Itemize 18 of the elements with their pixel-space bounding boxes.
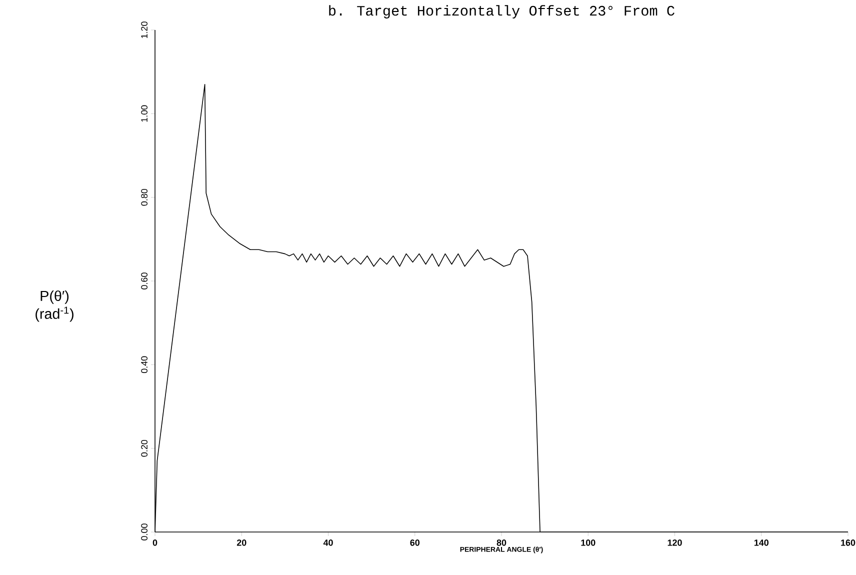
x-tick-label: 120 — [668, 540, 682, 546]
chart-title: b. Target Horizontally Offset 23° From C — [329, 5, 674, 19]
x-tick-label: 20 — [236, 540, 246, 546]
y-axis-title: P(θ′) (rad$^{-1}$) — [36, 290, 74, 322]
y-tick-label: 0.60 — [141, 272, 148, 290]
y-tick-label: 1.00 — [141, 105, 148, 122]
x-tick-label: 160 — [841, 540, 856, 546]
x-tick-label: 60 — [410, 540, 420, 546]
x-tick-label: 0 — [152, 540, 158, 546]
x-tick-label: 40 — [323, 540, 333, 546]
y-tick-label: 0.80 — [141, 188, 148, 206]
x-tick-label: 80 — [496, 540, 506, 546]
y-tick-label: 0.40 — [141, 356, 148, 374]
y-tick-label: 1.20 — [141, 22, 148, 38]
x-tick-label: 140 — [754, 540, 768, 546]
y-tick-label: 0.00 — [141, 524, 148, 540]
y-tick-label: 0.20 — [141, 440, 148, 457]
x-tick-label: 100 — [581, 540, 596, 546]
